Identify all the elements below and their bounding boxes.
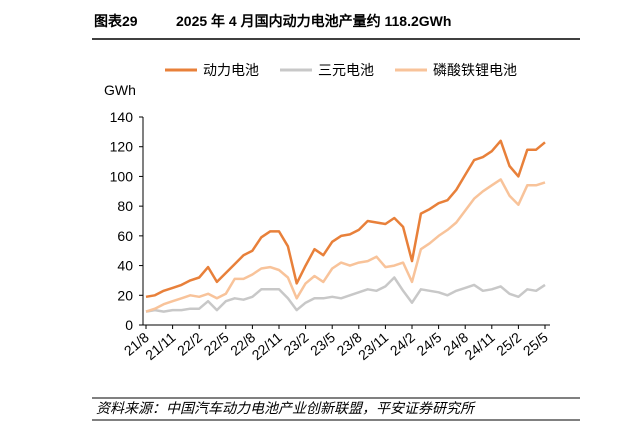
y-tick-label: 60 [117, 228, 133, 244]
series-line [145, 178, 546, 313]
x-tick-label: 24/2 [387, 329, 418, 359]
source-note: 资料来源：中国汽车动力电池产业创新联盟，平安证券研究所 [96, 400, 476, 416]
x-tick-label: 22/5 [201, 329, 232, 359]
y-tick-label: 100 [110, 168, 134, 184]
y-tick-label: 40 [117, 258, 133, 274]
y-tick-label: 20 [117, 287, 133, 303]
y-tick-label: 0 [125, 317, 133, 333]
legend-label: 三元电池 [318, 62, 374, 78]
x-tick-label: 25/5 [520, 329, 551, 359]
x-tick-label: 22/2 [174, 329, 205, 359]
x-tick-label: 23/2 [280, 329, 311, 359]
chart-title: 2025 年 4 月国内动力电池产量约 118.2GWh [176, 13, 451, 29]
x-tick-label: 23/5 [307, 329, 338, 359]
x-tick-label: 25/2 [493, 329, 524, 359]
series-line [145, 139, 546, 299]
legend-label: 磷酸铁锂电池 [433, 62, 517, 78]
x-tick-label: 24/5 [413, 329, 444, 359]
y-tick-label: 140 [110, 109, 134, 125]
figure-label: 图表29 [94, 13, 138, 29]
legend-label: 动力电池 [203, 62, 259, 78]
y-axis-label: GWh [104, 82, 136, 98]
series-line [145, 276, 546, 313]
y-tick-label: 120 [110, 139, 134, 155]
y-tick-label: 80 [117, 198, 133, 214]
